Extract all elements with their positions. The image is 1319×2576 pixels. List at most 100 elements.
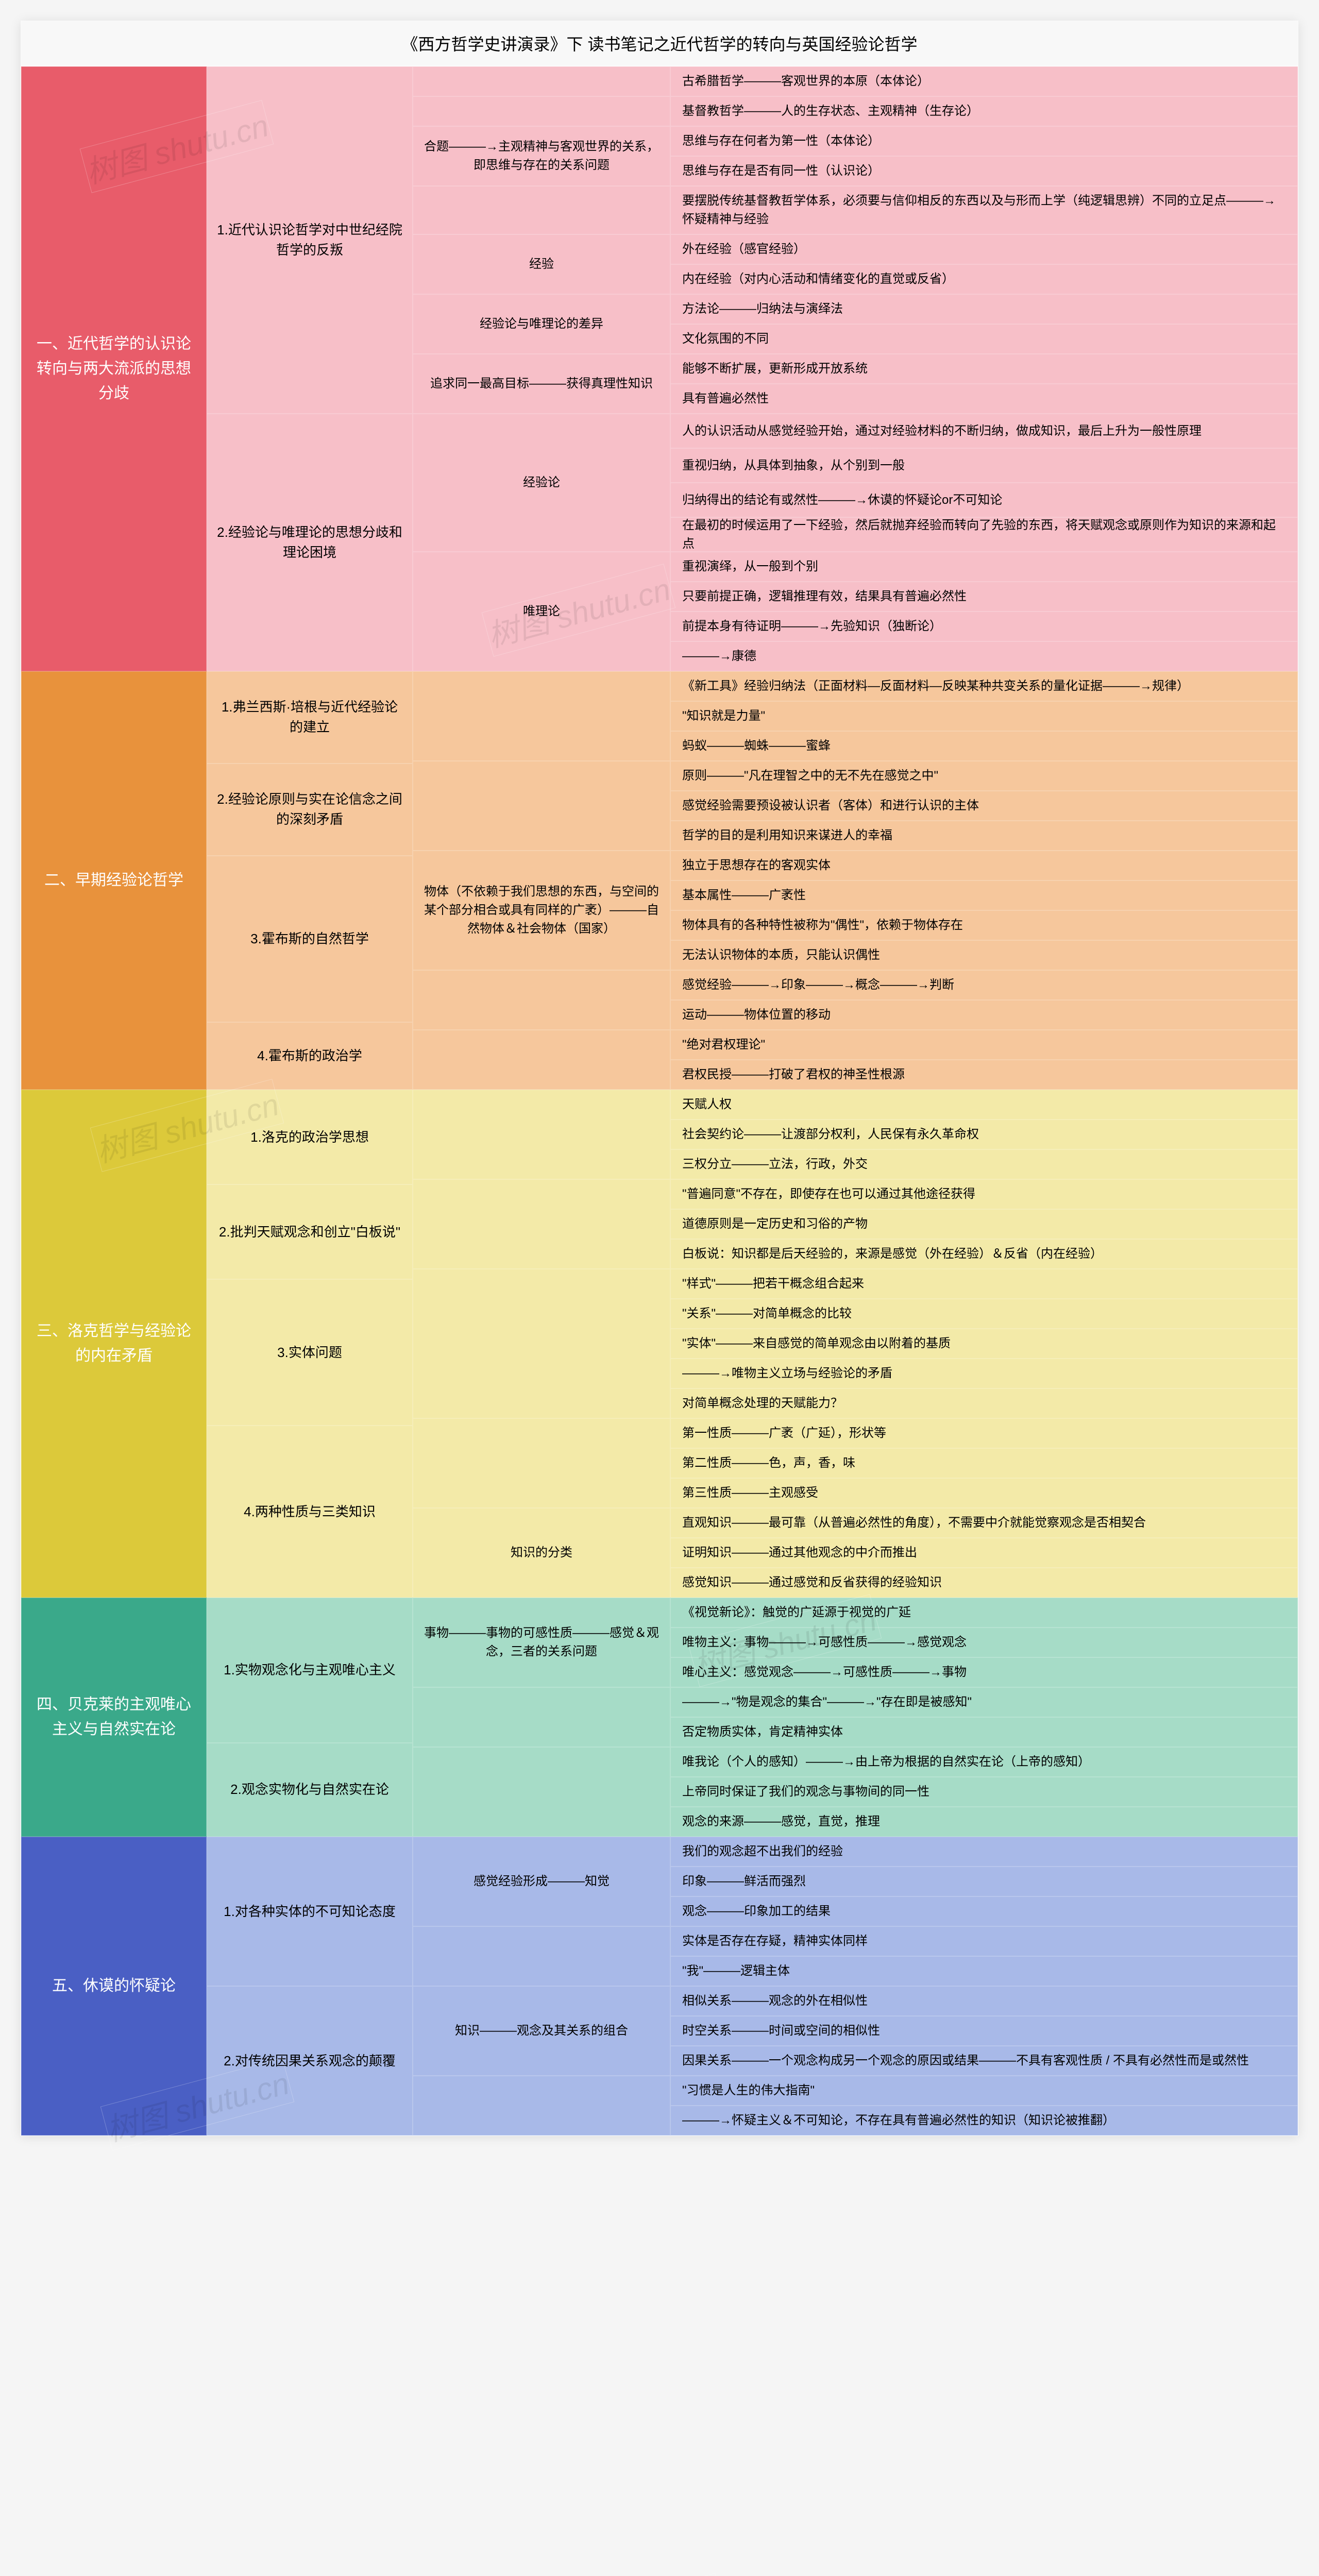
leaf-node: "关系"———对简单概念的比较 [670,1299,1298,1329]
leaf-node: 具有普遍必然性 [670,384,1298,414]
leaf-col: 实体是否存在存疑，精神实体同样"我"———逻辑主体 [670,1926,1298,1986]
leaf-node: 古希腊哲学———客观世界的本原（本体论） [670,66,1298,96]
leaf-node: "知识就是力量" [670,701,1298,731]
section-title: 二、早期经验论哲学 [21,671,207,1090]
leaf-col: 天赋人权社会契约论———让渡部分权利，人民保有永久革命权三权分立———立法，行政… [670,1090,1298,1179]
leaf-col: 重视演绎，从一般到个别只要前提正确，逻辑推理有效，结果具有普遍必然性前提本身有待… [670,552,1298,671]
leaf-node: "习惯是人生的伟大指南" [670,2076,1298,2106]
leaf-col: "习惯是人生的伟大指南"———→怀疑主义＆不可知论，不存在具有普遍必然性的知识（… [670,2076,1298,2136]
content-col: 《新工具》经验归纳法（正面材料—反面材料—反映某种共变关系的量化证据———→规律… [413,671,1298,1090]
leaf-col: 原则———"凡在理智之中的无不先在感觉之中"感觉经验需要预设被认识者（客体）和进… [670,761,1298,851]
leaf-node: 白板说：知识都是后天经验的，来源是感觉（外在经验）＆反省（内在经验） [670,1239,1298,1269]
leaf-node: 印象———鲜活而强烈 [670,1867,1298,1896]
leaf-node: ———→唯物主义立场与经验论的矛盾 [670,1359,1298,1388]
leaf-node: 哲学的目的是利用知识来谋进人的幸福 [670,821,1298,851]
leaf-node: 否定物质实体，肯定精神实体 [670,1717,1298,1747]
section-title: 五、休谟的怀疑论 [21,1837,207,2136]
leaf-node: 能够不断扩展，更新形成开放系统 [670,354,1298,384]
leaf-node: 证明知识———通过其他观念的中介而推出 [670,1538,1298,1568]
leaf-col: 古希腊哲学———客观世界的本原（本体论） [670,66,1298,96]
level3-node: 知识的分类 [413,1508,670,1598]
level3-node [413,671,670,761]
subsection-title: 4.霍布斯的政治学 [207,1022,413,1090]
level3-node: 知识———观念及其关系的组合 [413,1986,670,2076]
leaf-node: 无法认识物体的本质，只能认识偶性 [670,940,1298,970]
level3-node: 合题———→主观精神与客观世界的关系，即思维与存在的关系问题 [413,126,670,186]
leaf-node: "普遍同意"不存在，即使存在也可以通过其他途径获得 [670,1179,1298,1209]
content-row: "普遍同意"不存在，即使存在也可以通过其他途径获得道德原则是一定历史和习俗的产物… [413,1179,1298,1269]
subsection-title: 3.实体问题 [207,1279,413,1426]
subsection-title: 3.霍布斯的自然哲学 [207,856,413,1023]
level3-node [413,1926,670,1986]
content-row: 古希腊哲学———客观世界的本原（本体论） [413,66,1298,96]
content-col: 感觉经验形成———知觉我们的观念超不出我们的经验印象———鲜活而强烈观念———印… [413,1837,1298,2136]
content-row: "绝对君权理论"君权民授———打破了君权的神圣性根源 [413,1030,1298,1090]
leaf-node: 唯物主义：事物———→可感性质———→感觉观念 [670,1628,1298,1657]
content-row: 追求同一最高目标———获得真理性知识能够不断扩展，更新形成开放系统具有普遍必然性 [413,354,1298,414]
leaf-node: 相似关系———观念的外在相似性 [670,1986,1298,2016]
content-row: 物体（不依赖于我们思想的东西，与空间的某个部分相合或具有同样的广袤）———自然物… [413,851,1298,970]
leaf-col: "绝对君权理论"君权民授———打破了君权的神圣性根源 [670,1030,1298,1090]
level3-node [413,1687,670,1747]
level3-node [413,970,670,1030]
content-row: 经验外在经验（感官经验）内在经验（对内心活动和情绪变化的直觉或反省） [413,234,1298,294]
leaf-node: 运动———物体位置的移动 [670,1000,1298,1030]
leaf-node: ———→"物是观念的集合"———→"存在即是被感知" [670,1687,1298,1717]
level3-node [413,1030,670,1090]
leaf-node: 因果关系———一个观念构成另一个观念的原因或结果———不具有客观性质 / 不具有… [670,2046,1298,2076]
leaf-node: 唯心主义：感觉观念———→可感性质———→事物 [670,1657,1298,1687]
leaf-col: "样式"———把若干概念组合起来"关系"———对简单概念的比较"实体"———来自… [670,1269,1298,1418]
subsection-title: 4.两种性质与三类知识 [207,1426,413,1598]
leaf-node: 要摆脱传统基督教哲学体系，必须要与信仰相反的东西以及与形而上学（纯逻辑思辨）不同… [670,186,1298,234]
leaf-node: 方法论———归纳法与演绎法 [670,294,1298,324]
leaf-node: 唯我论（个人的感知）———→由上帝为根据的自然实在论（上帝的感知） [670,1747,1298,1777]
content-row: "样式"———把若干概念组合起来"关系"———对简单概念的比较"实体"———来自… [413,1269,1298,1418]
leaf-node: 君权民授———打破了君权的神圣性根源 [670,1060,1298,1090]
leaf-node: 上帝同时保证了我们的观念与事物间的同一性 [670,1777,1298,1807]
leaf-node: 文化氛围的不同 [670,324,1298,354]
subsection-col: 1.弗兰西斯·培根与近代经验论的建立2.经验论原则与实在论信念之间的深刻矛盾3.… [207,671,413,1090]
leaf-col: 我们的观念超不出我们的经验印象———鲜活而强烈观念———印象加工的结果 [670,1837,1298,1926]
leaf-col: 能够不断扩展，更新形成开放系统具有普遍必然性 [670,354,1298,414]
leaf-node: 第二性质———色，声，香，味 [670,1448,1298,1478]
content-col: 古希腊哲学———客观世界的本原（本体论）基督教哲学———人的生存状态、主观精神（… [413,66,1298,671]
leaf-node: 第一性质———广袤（广延），形状等 [670,1418,1298,1448]
section: 一、近代哲学的认识论转向与两大流派的思想分歧1.近代认识论哲学对中世纪经院哲学的… [21,66,1298,671]
content-row: 要摆脱传统基督教哲学体系，必须要与信仰相反的东西以及与形而上学（纯逻辑思辨）不同… [413,186,1298,234]
leaf-node: 外在经验（感官经验） [670,234,1298,264]
leaf-node: 思维与存在何者为第一性（本体论） [670,126,1298,156]
content-row: 经验论人的认识活动从感觉经验开始，通过对经验材料的不断归纳，做成知识，最后上升为… [413,414,1298,552]
leaf-col: "普遍同意"不存在，即使存在也可以通过其他途径获得道德原则是一定历史和习俗的产物… [670,1179,1298,1269]
leaf-node: 道德原则是一定历史和习俗的产物 [670,1209,1298,1239]
level3-node [413,96,670,126]
level3-node [413,1269,670,1418]
level3-node [413,1090,670,1179]
level3-node [413,66,670,96]
content-row: 合题———→主观精神与客观世界的关系，即思维与存在的关系问题思维与存在何者为第一… [413,126,1298,186]
level3-node: 经验论 [413,414,670,552]
level3-node [413,1418,670,1508]
leaf-col: 相似关系———观念的外在相似性时空关系———时间或空间的相似性因果关系———一个… [670,1986,1298,2076]
section: 三、洛克哲学与经验论的内在矛盾1.洛克的政治学思想2.批判天赋观念和创立"白板说… [21,1090,1298,1598]
leaf-node: "实体"———来自感觉的简单观念由以附着的基质 [670,1329,1298,1359]
subsection-title: 2.经验论与唯理论的思想分歧和理论困境 [207,414,413,671]
section-title: 四、贝克莱的主观唯心主义与自然实在论 [21,1598,207,1837]
leaf-node: 社会契约论———让渡部分权利，人民保有永久革命权 [670,1120,1298,1149]
leaf-node: 时空关系———时间或空间的相似性 [670,2016,1298,2046]
level3-node [413,1747,670,1837]
content-col: 天赋人权社会契约论———让渡部分权利，人民保有永久革命权三权分立———立法，行政… [413,1090,1298,1598]
content-row: 《新工具》经验归纳法（正面材料—反面材料—反映某种共变关系的量化证据———→规律… [413,671,1298,761]
content-row: 基督教哲学———人的生存状态、主观精神（生存论） [413,96,1298,126]
level3-node: 物体（不依赖于我们思想的东西，与空间的某个部分相合或具有同样的广袤）———自然物… [413,851,670,970]
leaf-col: 思维与存在何者为第一性（本体论）思维与存在是否有同一性（认识论） [670,126,1298,186]
leaf-node: "样式"———把若干概念组合起来 [670,1269,1298,1299]
leaf-node: 观念———印象加工的结果 [670,1896,1298,1926]
leaf-node: 重视归纳，从具体到抽象，从个别到一般 [670,448,1298,483]
leaf-col: 直观知识———最可靠（从普遍必然性的角度），不需要中介就能觉察观念是否相契合证明… [670,1508,1298,1598]
content-row: 天赋人权社会契约论———让渡部分权利，人民保有永久革命权三权分立———立法，行政… [413,1090,1298,1179]
subsection-title: 1.洛克的政治学思想 [207,1090,413,1184]
leaf-node: 我们的观念超不出我们的经验 [670,1837,1298,1867]
content-row: 事物———事物的可感性质———感觉＆观念，三者的关系问题《视觉新论》：触觉的广延… [413,1598,1298,1687]
leaf-col: 独立于思想存在的客观实体基本属性———广袤性物体具有的各种特性被称为"偶性"，依… [670,851,1298,970]
section-title: 三、洛克哲学与经验论的内在矛盾 [21,1090,207,1598]
